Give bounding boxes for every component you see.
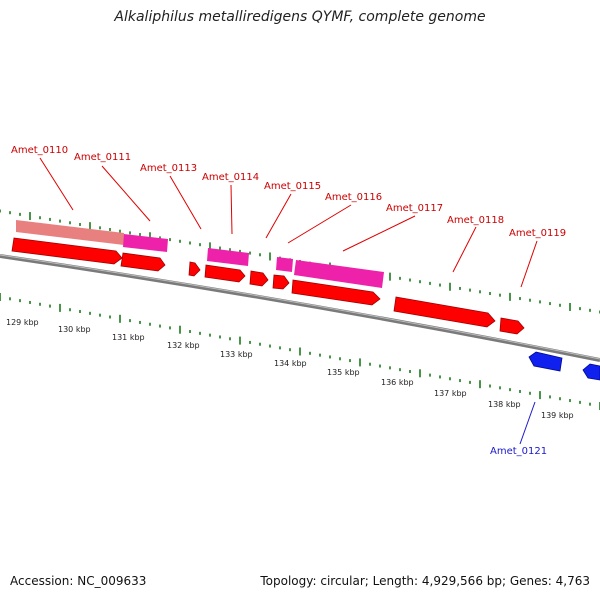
genome-summary-text: Topology: circular; Length: 4,929,566 bp… [260,574,590,588]
kbp-label: 132 kbp [167,341,200,350]
gene-label[interactable]: Amet_0116 [325,192,382,203]
leader-lines [39,157,538,288]
gene-arrow-forward[interactable] [272,274,290,290]
gene-label[interactable]: Amet_0117 [386,203,443,214]
gene-label[interactable]: Amet_0118 [447,215,504,226]
gene-arrow-forward[interactable] [204,264,246,283]
kbp-label: 135 kbp [327,368,360,377]
kbp-label: 131 kbp [112,333,145,342]
kbp-label: 134 kbp [274,359,307,368]
lower-scale-track [0,293,600,410]
kbp-label: 139 kbp [541,411,574,420]
accession-text: Accession: NC_009633 [10,574,147,588]
gene-arrow-reverse[interactable] [582,363,600,381]
kbp-label: 137 kbp [434,389,467,398]
kbp-label: 129 kbp [6,318,39,327]
rna-bar[interactable] [207,248,249,266]
gene-label[interactable]: Amet_0111 [74,152,131,163]
kbp-label: 130 kbp [58,325,91,334]
gene-arrow-forward[interactable] [291,279,381,306]
gene-arrow-forward[interactable] [393,296,496,328]
gene-arrow-reverse[interactable] [528,351,563,372]
rna-bar[interactable] [276,257,293,272]
leader-line-blue [519,401,536,445]
genome-backbone [0,254,600,362]
map-title: Alkaliphilus metalliredigens QYMF, compl… [114,9,486,25]
rna-bar[interactable] [123,234,168,252]
gene-label[interactable]: Amet_0121 [490,446,547,457]
gene-label[interactable]: Amet_0114 [202,172,259,183]
gene-arrow-forward[interactable] [120,252,166,272]
kbp-label: 136 kbp [381,378,414,387]
gene-label[interactable]: Amet_0119 [509,228,566,239]
gene-label[interactable]: Amet_0110 [11,145,68,156]
gene-label[interactable]: Amet_0113 [140,163,197,174]
gene-arrow-forward[interactable] [188,261,201,277]
gene-arrow-forward[interactable] [249,270,269,287]
gene-arrow-forward[interactable] [11,237,123,265]
kbp-label: 138 kbp [488,400,521,409]
gene-label[interactable]: Amet_0115 [264,181,321,192]
gene-arrow-forward[interactable] [499,317,525,335]
kbp-label: 133 kbp [220,350,253,359]
rna-bar[interactable] [294,260,384,288]
gene-bar-light[interactable] [16,220,124,245]
